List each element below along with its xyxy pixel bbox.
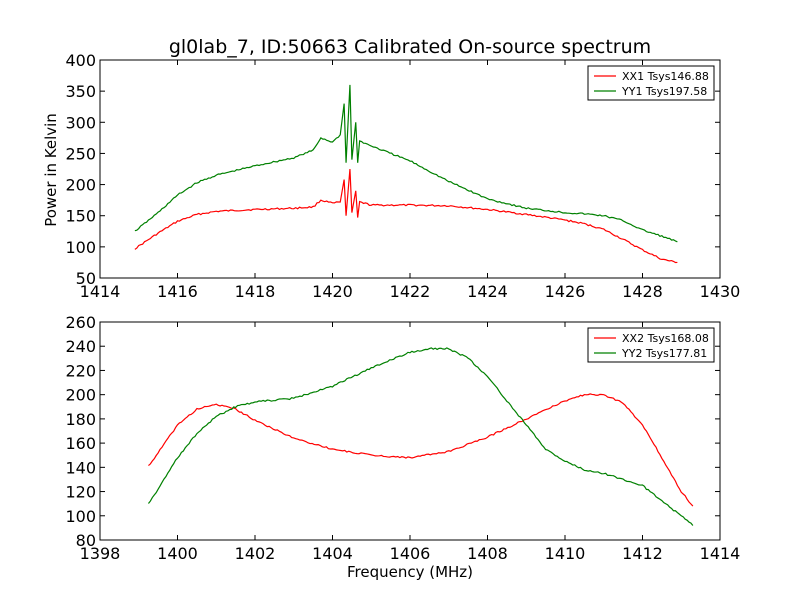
legend-label: XX1 Tsys146.88: [622, 70, 709, 83]
x-tick-label: 1404: [312, 544, 353, 563]
y-tick-label: 200: [65, 386, 96, 405]
top-panel: 1414 1416 1418 1420 1422 1424 1426 1428 1430 50 10…: [65, 51, 740, 301]
x-tick-label: 1414: [80, 282, 121, 301]
bottom-panel: 1398 1400 1402 1404 1406 1408 1410 1412 1414 80 10…: [65, 313, 740, 563]
y-tick-label: 350: [65, 82, 96, 101]
y-tick-label: 300: [65, 113, 96, 132]
y-tick-label: 150: [65, 207, 96, 226]
y-tick-label: 400: [65, 51, 96, 70]
chart-title: gl0lab_7, ID:50663 Calibrated On-source …: [169, 36, 651, 58]
series-line: [148, 393, 694, 507]
legend-label: YY2 Tsys177.81: [621, 347, 707, 360]
x-tick-label: 1402: [235, 544, 276, 563]
y-tick-label: 160: [65, 434, 96, 453]
y-tick-label: 80: [76, 531, 96, 550]
y-tick-label: 220: [65, 361, 96, 380]
x-tick-label: 1428: [622, 282, 663, 301]
x-tick-label: 1430: [700, 282, 741, 301]
legend-label: XX2 Tsys168.08: [622, 332, 709, 345]
y-tick-label: 120: [65, 483, 96, 502]
y-tick-label: 100: [65, 238, 96, 257]
y-tick-label: 50: [76, 269, 96, 288]
legend: [587, 327, 715, 363]
series-line: [134, 84, 678, 243]
x-tick-label: 1406: [390, 544, 431, 563]
y-tick-label: 180: [65, 410, 96, 429]
y-tick-label: 200: [65, 176, 96, 195]
x-tick-label: 1420: [312, 282, 353, 301]
x-tick-label: 1400: [157, 544, 198, 563]
legend: [587, 65, 715, 101]
x-tick-label: 1414: [700, 544, 741, 563]
legend-label: YY1 Tsys197.58: [621, 85, 707, 98]
y-tick-label: 240: [65, 337, 96, 356]
x-tick-label: 1424: [467, 282, 508, 301]
y-tick-label: 100: [65, 507, 96, 526]
y-tick-label: 260: [65, 313, 96, 332]
x-tick-label: 1410: [545, 544, 586, 563]
y-axis-label: Power in Kelvin: [42, 113, 60, 227]
x-tick-label: 1398: [80, 544, 121, 563]
y-tick-label: 250: [65, 144, 96, 163]
x-tick-label: 1418: [235, 282, 276, 301]
series-line: [134, 168, 678, 264]
y-tick-label: 140: [65, 458, 96, 477]
x-tick-label: 1412: [622, 544, 663, 563]
x-tick-label: 1426: [545, 282, 586, 301]
x-tick-label: 1408: [467, 544, 508, 563]
x-tick-label: 1422: [390, 282, 431, 301]
series-line: [147, 347, 694, 526]
x-axis-label: Frequency (MHz): [347, 563, 473, 581]
x-tick-label: 1416: [157, 282, 198, 301]
